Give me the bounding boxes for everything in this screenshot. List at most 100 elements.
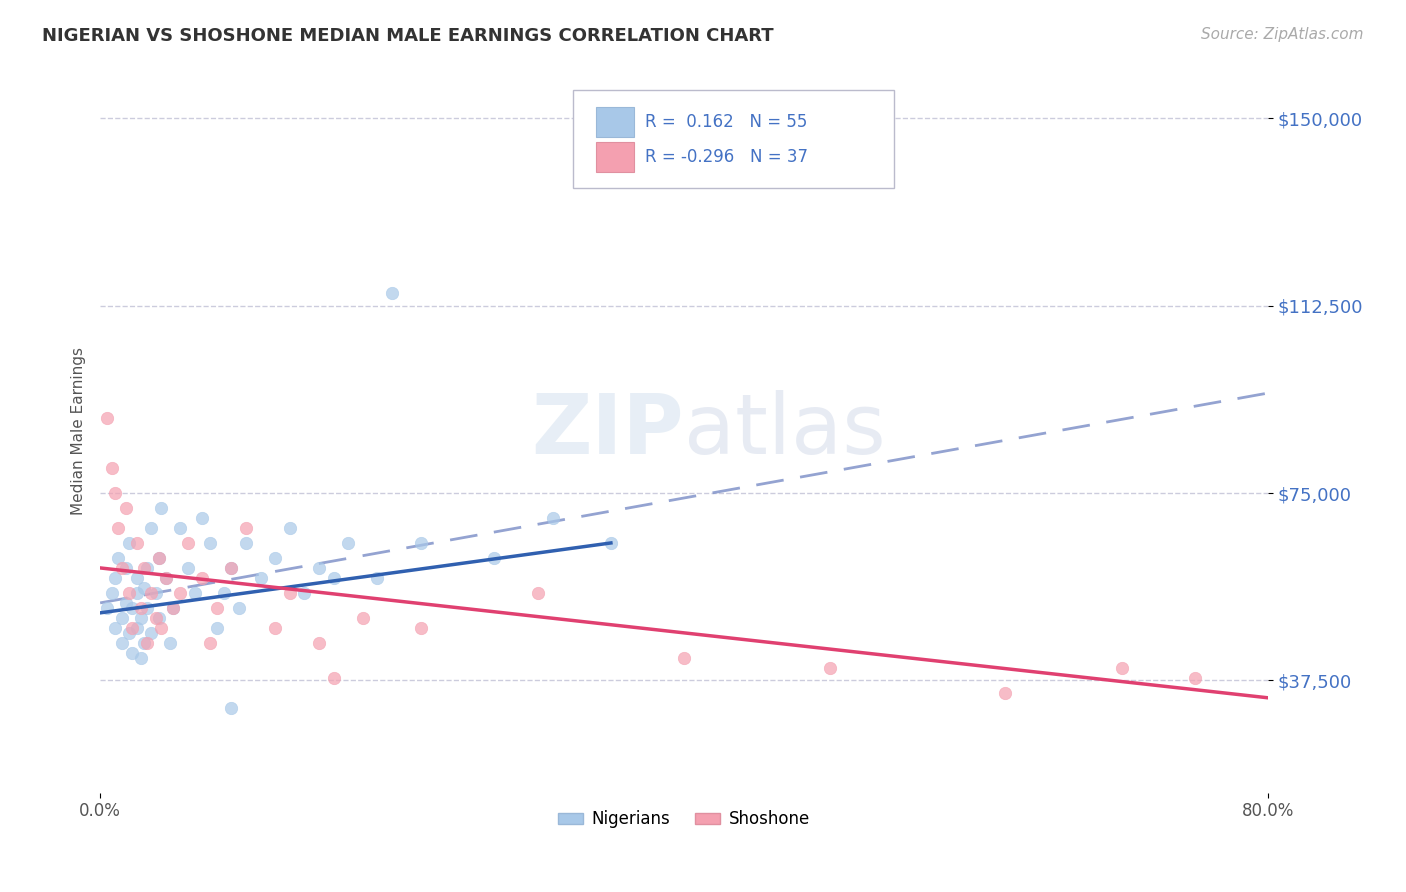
Point (1111, 661, 1133, 675)
Point (150, 621, 173, 635)
Point (125, 586, 148, 600)
Point (148, 550, 170, 565)
Point (159, 636, 181, 650)
Point (132, 581, 155, 595)
Point (411, 621, 433, 635)
Point (141, 586, 163, 600)
Point (148, 611, 170, 625)
Point (411, 536, 433, 550)
Point (141, 521, 163, 535)
Point (176, 536, 198, 550)
FancyBboxPatch shape (596, 107, 634, 137)
Point (527, 586, 550, 600)
Point (145, 586, 167, 600)
Point (294, 586, 316, 600)
Point (249, 571, 271, 585)
Point (994, 686, 1017, 700)
Point (228, 600, 250, 615)
Point (129, 650, 152, 665)
Point (135, 561, 157, 575)
Text: ZIP: ZIP (531, 390, 683, 471)
Point (264, 550, 287, 565)
Point (104, 486, 127, 500)
Point (278, 586, 301, 600)
Point (169, 586, 191, 600)
Text: R =  0.162   N = 55: R = 0.162 N = 55 (645, 113, 807, 131)
Point (125, 571, 148, 585)
Text: NIGERIAN VS SHOSHONE MEDIAN MALE EARNINGS CORRELATION CHART: NIGERIAN VS SHOSHONE MEDIAN MALE EARNING… (42, 27, 773, 45)
Point (176, 561, 198, 575)
Text: Source: ZipAtlas.com: Source: ZipAtlas.com (1201, 27, 1364, 42)
Point (132, 561, 155, 575)
Point (169, 521, 191, 535)
Point (125, 621, 148, 635)
Text: R = -0.296   N = 37: R = -0.296 N = 37 (645, 148, 808, 166)
Point (115, 561, 138, 575)
Point (366, 571, 388, 585)
Point (104, 621, 127, 635)
Point (141, 625, 163, 640)
Point (600, 536, 623, 550)
Point (145, 611, 167, 625)
Point (111, 611, 134, 625)
Point (322, 571, 344, 585)
Point (96, 411, 118, 425)
Point (205, 621, 228, 635)
Point (118, 536, 141, 550)
FancyBboxPatch shape (596, 142, 634, 172)
Point (162, 600, 184, 615)
Point (96, 600, 118, 615)
Point (352, 611, 374, 625)
Point (818, 661, 841, 675)
Point (121, 646, 143, 660)
Point (264, 621, 287, 635)
Point (322, 671, 344, 685)
Point (125, 536, 148, 550)
Point (278, 521, 301, 535)
Point (155, 571, 177, 585)
Point (118, 625, 141, 640)
Point (221, 561, 243, 575)
Point (155, 571, 177, 585)
Point (198, 636, 221, 650)
Point (135, 600, 157, 615)
Point (337, 536, 360, 550)
Y-axis label: Median Male Earnings: Median Male Earnings (72, 347, 86, 515)
Point (191, 571, 214, 585)
Point (104, 571, 127, 585)
Point (111, 636, 134, 650)
Point (221, 561, 243, 575)
Point (132, 636, 155, 650)
Point (205, 600, 228, 615)
Point (148, 550, 170, 565)
Point (482, 550, 505, 565)
Point (129, 611, 152, 625)
Point (235, 536, 257, 550)
Point (101, 586, 124, 600)
Point (1184, 671, 1206, 685)
Point (221, 700, 243, 714)
FancyBboxPatch shape (574, 90, 894, 188)
Point (150, 501, 173, 516)
Point (121, 621, 143, 635)
Point (107, 521, 129, 535)
Point (184, 586, 207, 600)
Point (129, 600, 152, 615)
Point (308, 561, 330, 575)
Point (101, 461, 124, 475)
Point (212, 586, 235, 600)
Point (118, 586, 141, 600)
Point (135, 636, 157, 650)
Point (115, 501, 138, 516)
Point (541, 511, 564, 525)
Point (115, 596, 138, 610)
Point (672, 650, 695, 665)
Point (308, 636, 330, 650)
Point (162, 600, 184, 615)
Text: atlas: atlas (683, 390, 886, 471)
Point (198, 536, 221, 550)
Point (107, 550, 129, 565)
Point (381, 286, 404, 301)
Point (111, 561, 134, 575)
Legend: Nigerians, Shoshone: Nigerians, Shoshone (551, 804, 817, 835)
